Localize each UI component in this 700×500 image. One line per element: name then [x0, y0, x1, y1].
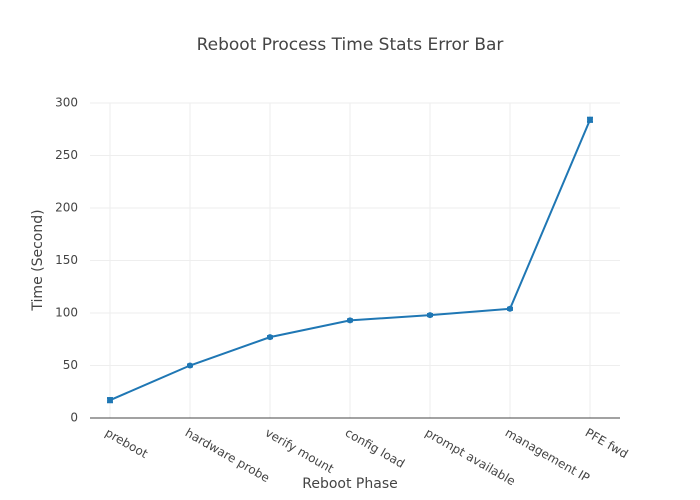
y-axis-label: Time (Second)	[30, 209, 46, 311]
y-tick-label: 250	[55, 148, 78, 162]
chart-title: Reboot Process Time Stats Error Bar	[197, 35, 504, 55]
data-point	[507, 305, 513, 312]
data-point	[187, 362, 193, 369]
data-point	[107, 397, 113, 404]
x-tick-label: hardware probe	[183, 426, 272, 486]
data-point	[587, 116, 593, 123]
y-tick-label: 50	[63, 358, 78, 372]
x-tick-label: verify mount	[263, 426, 337, 477]
x-tick-label: config load	[343, 426, 407, 471]
y-tick-label: 100	[55, 306, 78, 320]
y-tick-label: 0	[70, 411, 78, 425]
x-axis-label: Reboot Phase	[302, 476, 397, 492]
data-point	[267, 334, 273, 341]
y-tick-label: 200	[55, 201, 78, 215]
y-tick-label: 150	[55, 253, 78, 267]
x-tick-label: preboot	[103, 426, 151, 462]
y-tick-label: 300	[55, 96, 78, 110]
data-point	[347, 317, 353, 324]
data-point	[427, 312, 433, 319]
x-tick-label: PFE fwd	[583, 426, 631, 462]
